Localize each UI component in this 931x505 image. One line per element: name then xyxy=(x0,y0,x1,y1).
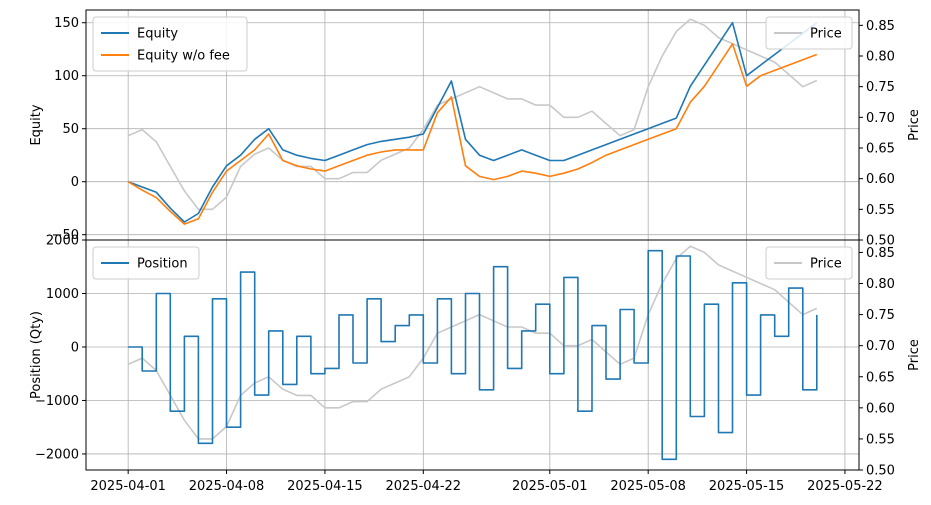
top-series-equity-w-o-fee-line xyxy=(127,43,818,225)
top-legend-left xyxy=(92,16,248,72)
top-y-tick-label: 0 xyxy=(71,175,79,190)
top-y-tick-label: −50 xyxy=(52,228,79,243)
bottom-y-tick-label: 1000 xyxy=(46,287,79,302)
top-y-tick-label: 50 xyxy=(62,122,79,137)
bottom-y2-tick-label: 0.70 xyxy=(866,339,895,354)
bottom-plot-frame xyxy=(85,239,860,471)
bottom-y2-tick-label: 0.50 xyxy=(866,464,895,479)
bottom-legend-label: Price xyxy=(810,257,842,272)
x-tick-label: 2025-04-22 xyxy=(386,479,462,494)
x-tick-label: 2025-05-15 xyxy=(709,479,785,494)
x-tick-label: 2025-05-22 xyxy=(807,479,883,494)
x-tick-label: 2025-05-08 xyxy=(610,479,686,494)
bottom-y2-tick-label: 0.80 xyxy=(866,277,895,292)
bottom-legend-left xyxy=(92,246,200,280)
top-legend-label: Equity xyxy=(137,27,178,42)
top-y2-tick-label: 0.55 xyxy=(866,203,895,218)
bottom-y2-tick-label: 0.60 xyxy=(866,401,895,416)
top-series-price-line xyxy=(127,18,818,211)
bottom-y-tick-label: −2000 xyxy=(35,447,79,462)
bottom-y2-tick-label: 0.75 xyxy=(866,308,895,323)
top-y-tick-label: 100 xyxy=(54,69,79,84)
bottom-legend-label: Position xyxy=(137,257,188,272)
top-legend-label: Price xyxy=(810,27,842,42)
top-y2-axis-label: Price xyxy=(907,109,922,141)
bottom-legend-right xyxy=(765,246,853,280)
top-y2-tick-label: 0.65 xyxy=(866,142,895,157)
bottom-y2-tick-label: 0.85 xyxy=(866,246,895,261)
top-legend-right xyxy=(765,16,853,50)
top-y2-tick-label: 0.50 xyxy=(866,234,895,249)
top-legend-label: Equity w/o fee xyxy=(137,49,230,64)
x-tick-label: 2025-04-08 xyxy=(189,479,265,494)
x-tick-label: 2025-04-15 xyxy=(287,479,363,494)
x-tick-label: 2025-05-01 xyxy=(512,479,588,494)
bottom-y-axis-label: Position (Qty) xyxy=(29,311,44,399)
top-y2-tick-label: 0.80 xyxy=(866,50,895,65)
top-y-axis-label: Equity xyxy=(29,104,44,145)
top-y2-tick-label: 0.85 xyxy=(866,19,895,34)
top-y2-tick-label: 0.60 xyxy=(866,172,895,187)
x-tick-label: 2025-04-01 xyxy=(90,479,166,494)
bottom-series-position-line xyxy=(128,249,818,461)
top-series-equity-line xyxy=(127,21,818,223)
bottom-y2-tick-label: 0.55 xyxy=(866,432,895,447)
bottom-y2-axis-label: Price xyxy=(907,339,922,371)
bottom-y-tick-label: 0 xyxy=(71,340,79,355)
bottom-y2-tick-label: 0.65 xyxy=(866,370,895,385)
top-y-tick-label: 150 xyxy=(54,16,79,31)
bottom-series-price-line xyxy=(127,245,818,440)
bottom-y-tick-label: 2000 xyxy=(46,234,79,249)
bottom-y-tick-label: −1000 xyxy=(35,394,79,409)
top-y2-tick-label: 0.75 xyxy=(866,80,895,95)
top-y2-tick-label: 0.70 xyxy=(866,111,895,126)
